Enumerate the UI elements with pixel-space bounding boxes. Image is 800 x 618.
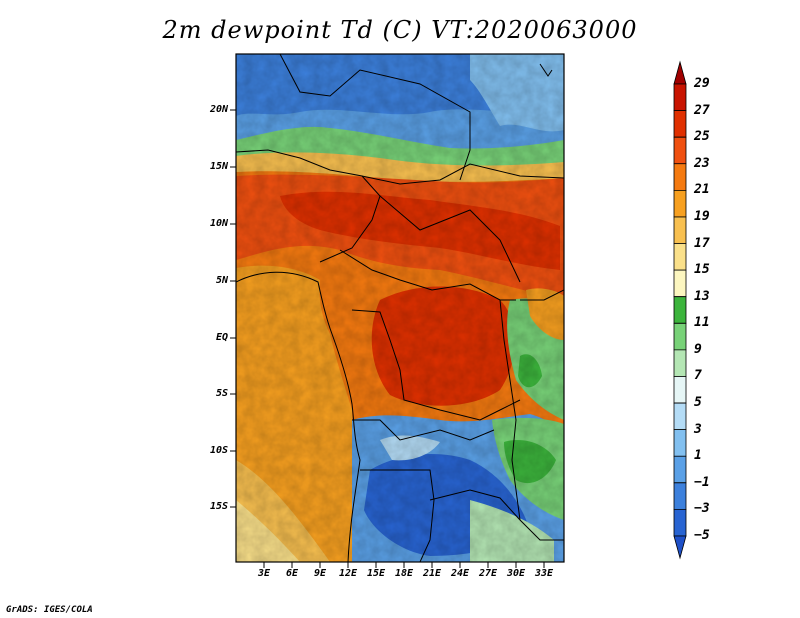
- colorbar-label: 7: [694, 368, 702, 384]
- colorbar-label: 17: [694, 235, 710, 251]
- colorbar-label: 5: [694, 395, 702, 411]
- lat-label: EQ: [215, 332, 228, 343]
- colorbar-segment: [673, 482, 687, 510]
- lat-label: 10N: [209, 218, 228, 229]
- colorbar-segment: [673, 455, 687, 484]
- colorbar: [673, 60, 687, 560]
- lon-label: 18E: [394, 568, 414, 579]
- colorbar-label: −1: [694, 474, 710, 490]
- colorbar-label: 13: [694, 288, 710, 304]
- colorbar-segment: [673, 110, 687, 138]
- country-borders: [236, 54, 564, 562]
- colorbar-segment: [673, 269, 687, 298]
- colorbar-segment: [673, 509, 687, 537]
- colorbar-label: 15: [694, 262, 710, 278]
- lat-label: 10S: [209, 445, 228, 456]
- lat-label: 5N: [215, 275, 228, 286]
- colorbar-label: 11: [694, 315, 710, 331]
- colorbar-label: 27: [694, 102, 710, 118]
- map-title: 2m dewpoint Td (C) VT:2020063000: [162, 16, 638, 44]
- lat-label: 15S: [209, 501, 228, 512]
- lon-label: 24E: [450, 568, 470, 579]
- lon-label: 21E: [422, 568, 442, 579]
- axis-ticks: [230, 109, 545, 568]
- colorbar-segment: [673, 376, 687, 404]
- colorbar-segment: [673, 349, 687, 377]
- colorbar-segment: [673, 163, 687, 191]
- colorbar-label: −3: [694, 501, 710, 517]
- colorbar-segment: [673, 216, 687, 244]
- colorbar-segment: [673, 402, 687, 431]
- colorbar-segment: [673, 535, 687, 560]
- lon-label: 12E: [338, 568, 358, 579]
- colorbar-label: 25: [694, 129, 710, 145]
- lon-label: 30E: [506, 568, 526, 579]
- lat-label: 15N: [209, 161, 228, 172]
- colorbar-segment: [673, 83, 687, 111]
- lat-label: 5S: [215, 388, 228, 399]
- colorbar-label: 21: [694, 182, 710, 198]
- colorbar-segment: [673, 322, 687, 351]
- colorbar-segment: [673, 243, 687, 271]
- map-frame: [235, 53, 565, 563]
- lon-label: 15E: [366, 568, 386, 579]
- colorbar-label: 1: [694, 448, 702, 464]
- grads-credit: GrADS: IGES/COLA: [6, 605, 93, 615]
- colorbar-label: 19: [694, 208, 710, 224]
- lon-label: 9E: [313, 568, 327, 579]
- lon-label: 27E: [478, 568, 498, 579]
- colorbar-segment: [673, 189, 687, 218]
- colorbar-segment: [673, 60, 687, 85]
- colorbar-label: 9: [694, 341, 702, 357]
- dewpoint-field: [236, 54, 564, 562]
- colorbar-label: 3: [694, 421, 702, 437]
- colorbar-label: −5: [694, 528, 710, 543]
- lon-label: 3E: [257, 568, 271, 579]
- colorbar-segment: [673, 296, 687, 324]
- lon-label: 6E: [285, 568, 299, 579]
- colorbar-label: 29: [694, 76, 710, 91]
- colorbar-label: 23: [694, 155, 710, 171]
- lat-label: 20N: [209, 104, 228, 115]
- colorbar-segment: [673, 429, 687, 457]
- colorbar-segment: [673, 136, 687, 165]
- lon-label: 33E: [534, 568, 554, 579]
